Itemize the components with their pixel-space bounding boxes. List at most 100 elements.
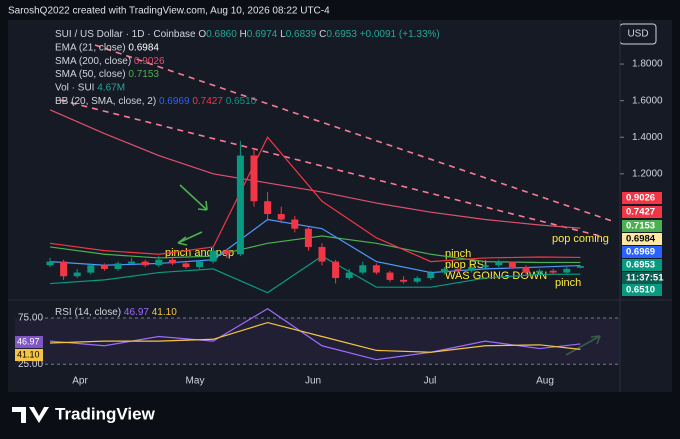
candle-body (141, 261, 149, 266)
candle-body (400, 279, 408, 282)
legend-segment: 0.6974 (247, 29, 280, 40)
price-badge-label: 0.7427 (626, 207, 655, 218)
candle-body (209, 250, 217, 262)
price-badge (622, 259, 662, 271)
candle-body (522, 267, 530, 273)
legend-segment: 0.6860 (206, 29, 239, 40)
candle-body (495, 261, 503, 266)
x-tick-label: Aug (536, 376, 554, 387)
legend-segment: 0.6839 (286, 29, 319, 40)
price-badge (622, 246, 662, 258)
annotation: pinch and pop (165, 247, 234, 259)
legend-segment: 0.7153 (128, 69, 159, 80)
legend-segment: C (319, 29, 326, 40)
indicator-line (49, 218, 581, 274)
annotation: pinch (555, 277, 581, 289)
rsi-badge (15, 349, 43, 361)
candle-body (155, 259, 163, 266)
legend-segment: BB (20, SMA, close, 2) (55, 96, 159, 107)
candle-body (440, 268, 448, 273)
y-tick-label: 1.4000 (632, 132, 663, 143)
candle-body (454, 268, 462, 271)
candle-body (372, 265, 380, 273)
indicator-line (49, 235, 581, 264)
legend-segment: 0.6984 (128, 42, 159, 53)
candle-body (563, 268, 571, 273)
candle-body (100, 265, 108, 269)
legend-segment: 4.67M (97, 82, 125, 93)
legend-line: RSI (14, close) 46.97 41.10 (55, 307, 177, 318)
candle-body (182, 263, 190, 268)
legend-line: SMA (200, close) 0.9026 (55, 55, 165, 66)
annotation: pop coming (552, 233, 609, 245)
rsi-badge-label: 41.10 (17, 349, 40, 359)
candle-body (60, 261, 68, 277)
candle-body (168, 259, 176, 264)
legend-segment: RSI (14, close) (55, 307, 124, 318)
candle-body (576, 266, 584, 268)
y-tick-label: 1.8000 (632, 59, 663, 70)
candle-body (223, 250, 231, 255)
legend-line: BB (20, SMA, close, 2) 0.6969 0.7427 0.6… (55, 96, 257, 107)
price-badge (622, 192, 662, 204)
x-tick-label: Apr (72, 376, 88, 387)
y-tick-label: 1.2000 (632, 168, 663, 179)
candle-body (114, 263, 122, 269)
candle-body (46, 261, 54, 266)
logo-icon (12, 407, 49, 423)
price-badge (622, 206, 662, 218)
annotation: plop RSI (445, 259, 487, 271)
header: SaroshQ2022 created with TradingView.com… (8, 6, 330, 17)
price-badge-label: 11:37:51 (626, 273, 664, 284)
y-tick-label: 75.00 (18, 313, 43, 324)
trend-line (94, 44, 616, 223)
legend-line: SMA (50, close) 0.7153 (55, 69, 159, 80)
indicator-line (49, 136, 581, 263)
rsi-line (49, 307, 581, 361)
candle-body (468, 267, 476, 271)
y-tick-label: 1.6000 (632, 95, 663, 106)
candle-body (250, 155, 258, 202)
candle-body (536, 270, 544, 273)
price-badge (622, 220, 662, 232)
legend-segment: SUI / US Dollar · 1D · Coinbase (55, 29, 198, 40)
indicator-line (49, 109, 581, 229)
legend-segment: O (198, 29, 206, 40)
x-tick-label: May (186, 376, 205, 387)
price-badge-label: 0.9026 (626, 193, 655, 204)
legend-segment: 41.10 (152, 307, 177, 318)
candle-body (549, 270, 557, 273)
price-badge-label: 0.6953 (626, 260, 655, 271)
price-badge (622, 284, 662, 296)
price-badge (622, 272, 662, 284)
candle-body (332, 261, 340, 279)
legend-segment: 0.7427 (192, 96, 225, 107)
arrow (177, 231, 203, 246)
candle-body (508, 261, 516, 268)
arrow (179, 184, 208, 211)
legend-segment: Vol · SUI (55, 82, 97, 93)
legend-segment: L (280, 29, 286, 40)
legend-line: EMA (21, close) 0.6984 (55, 42, 159, 53)
legend-segment: 0.6510 (226, 96, 257, 107)
candle-body (264, 201, 272, 215)
legend-segment: 0.9026 (134, 55, 165, 66)
candle-body (196, 261, 204, 268)
candle-body (413, 278, 421, 282)
rsi-badge (15, 336, 43, 348)
legend-segment: H (240, 29, 247, 40)
candle-body (386, 272, 394, 280)
legend-line: Vol · SUI 4.67M (55, 82, 125, 93)
annotation: WAS GOING DOWN (445, 270, 547, 282)
candle-body (304, 228, 312, 247)
candle-body (277, 214, 285, 220)
legend-segment: SMA (50, close) (55, 69, 128, 80)
footer-logo: TradingView (55, 404, 156, 423)
rsi-line (49, 321, 581, 353)
candle-body (345, 272, 353, 279)
currency-label[interactable]: USD (627, 29, 648, 40)
price-badge-label: 0.6984 (626, 234, 656, 245)
x-tick-label: Jul (424, 376, 437, 387)
candle-body (128, 261, 136, 264)
